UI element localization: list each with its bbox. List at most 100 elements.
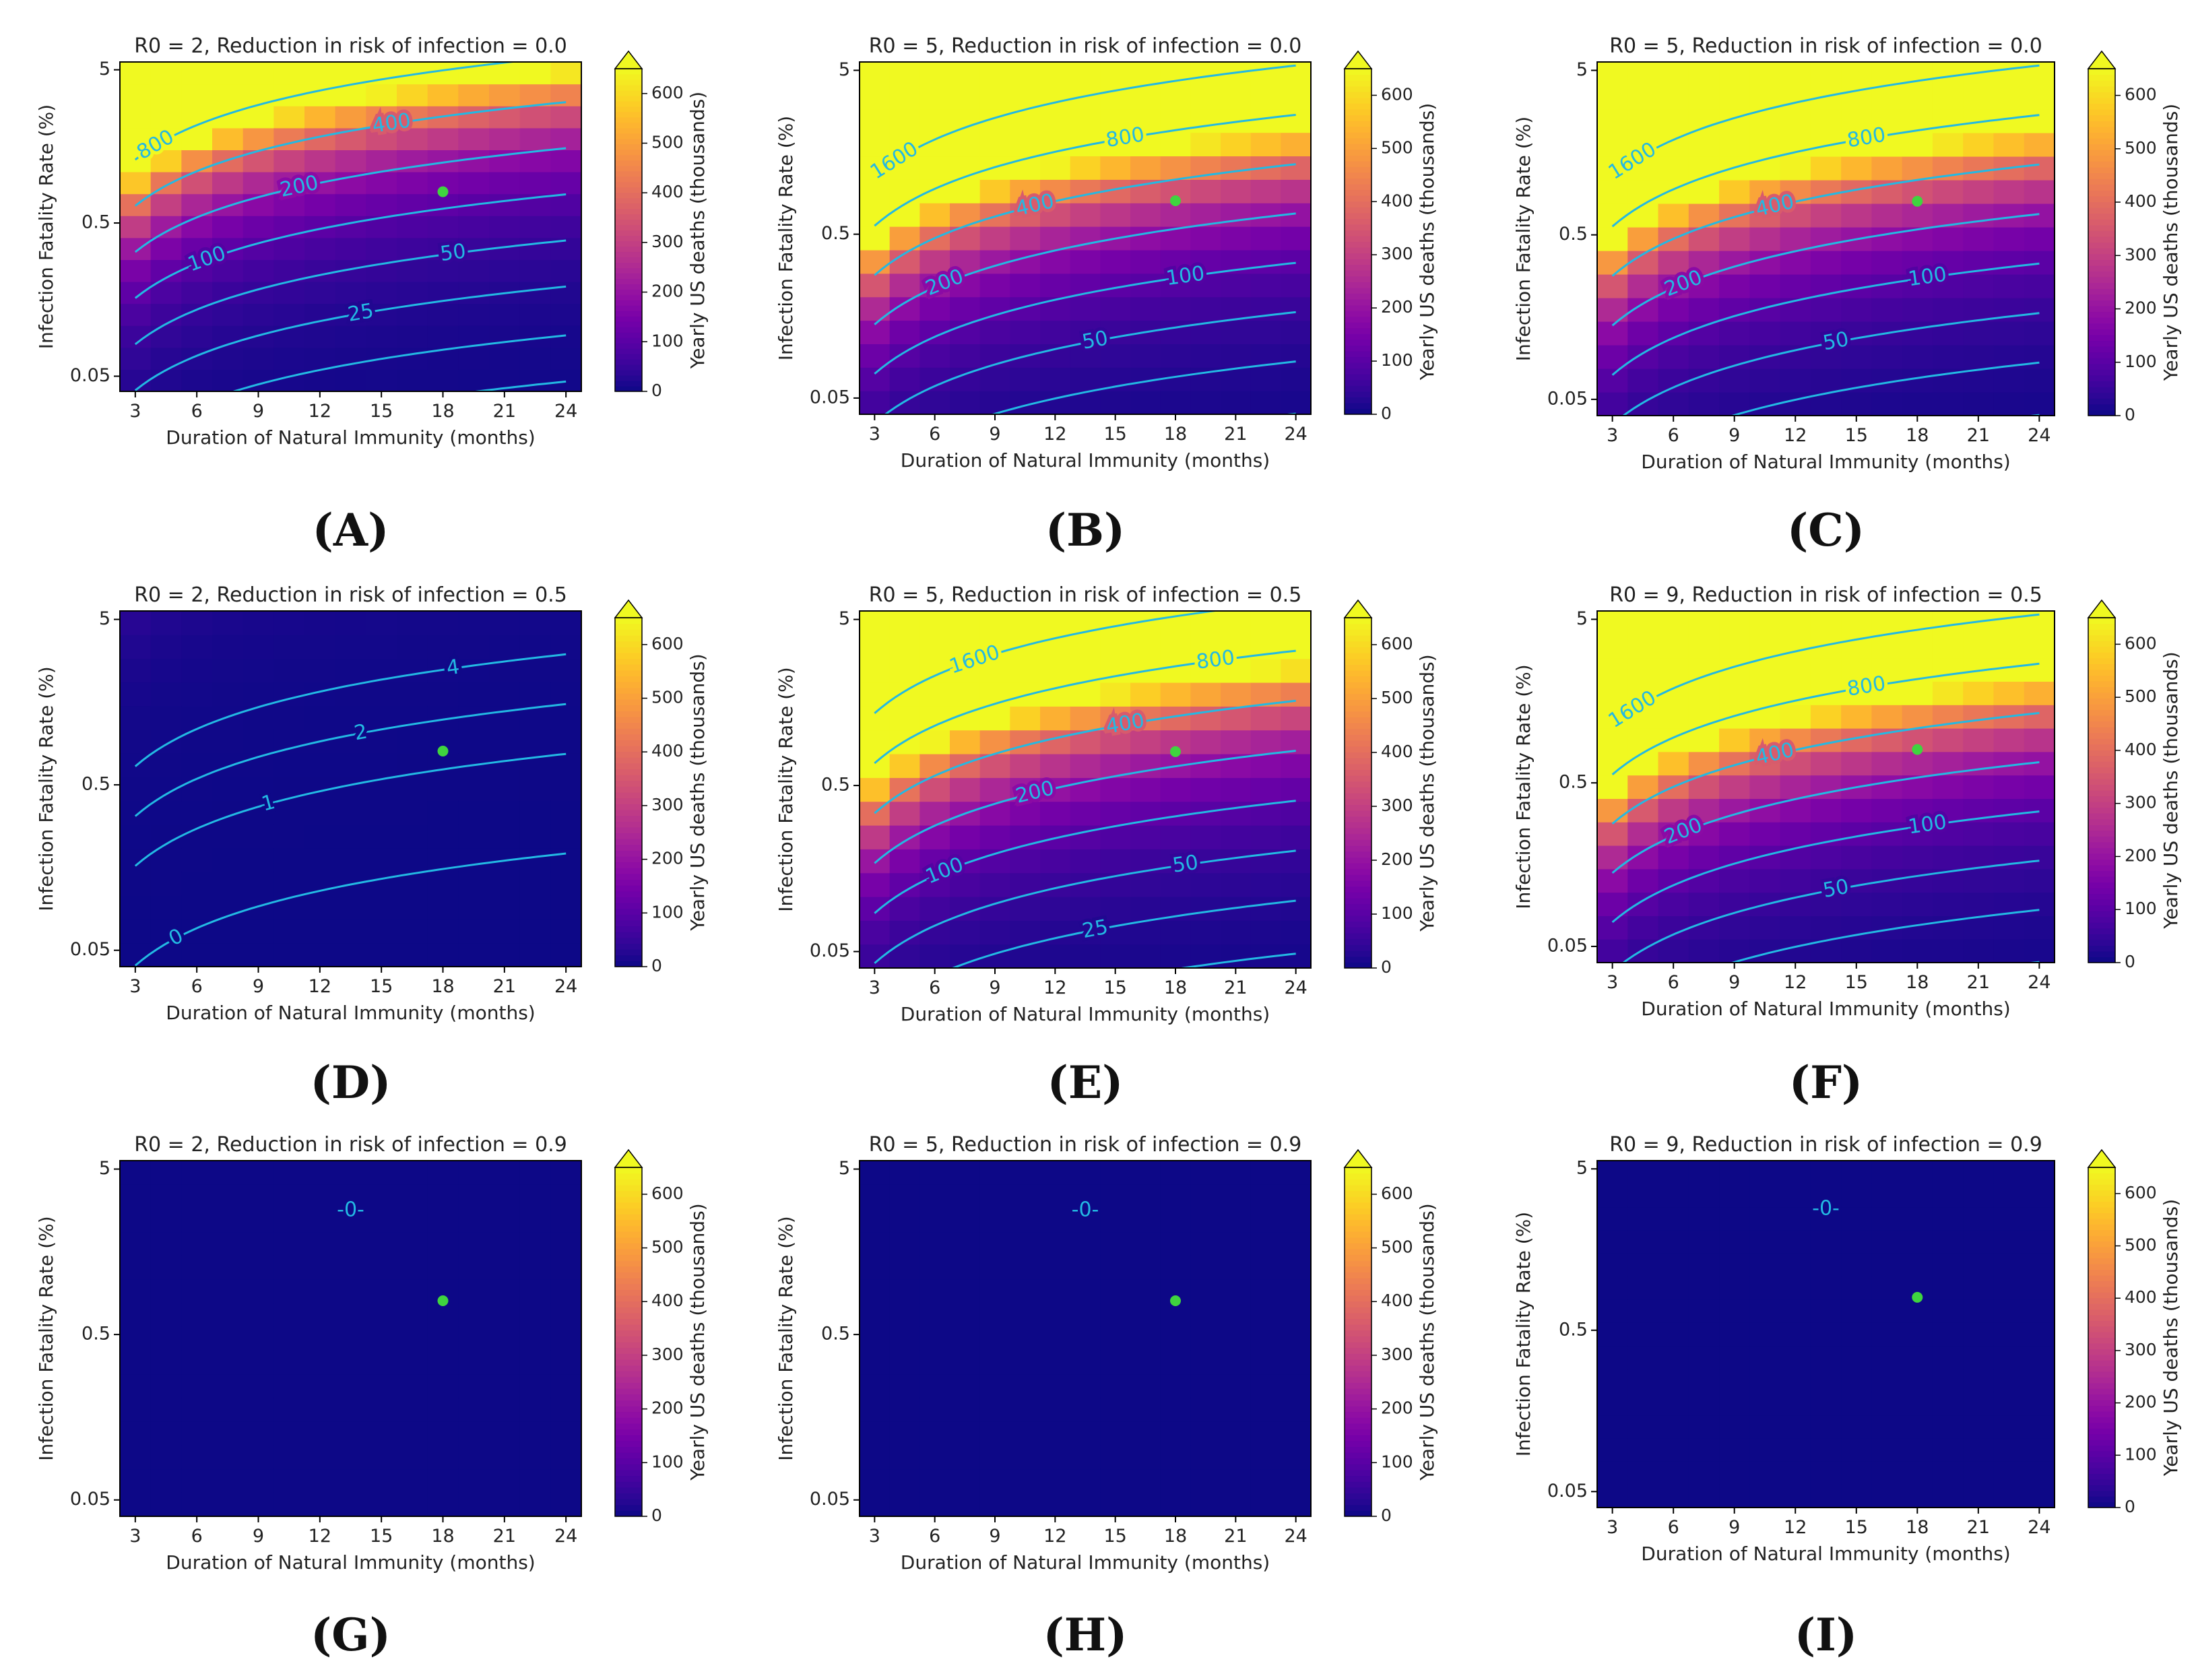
colorbar-band [615,949,642,956]
colorbar-band [615,623,642,630]
colorbar-band [2088,709,2115,716]
heatmap-cell [1871,1345,1903,1369]
heatmap-cell [1658,1230,1689,1254]
heatmap-cell [243,1208,274,1233]
heatmap-cell [1160,635,1191,659]
heatmap-cell [427,611,459,635]
colorbar-band [2088,143,2115,150]
heatmap-cell [212,282,244,304]
contour-line-25 [1729,909,2040,963]
colorbar-band [1345,693,1371,700]
heatmap-cell [1780,321,1811,346]
heatmap-cell [1010,203,1041,227]
heatmap-cell [304,1303,336,1327]
heatmap-cell [919,1303,950,1327]
heatmap-cell [979,367,1010,391]
heatmap-cell [550,919,581,944]
heatmap-cell [243,1231,274,1256]
heatmap-cell [273,1255,305,1280]
heatmap-cell [273,1421,305,1446]
heatmap-cell [366,84,397,106]
colorbar-tick-label: 200 [2125,1392,2157,1412]
heatmap-cell [889,1326,920,1351]
heatmap-cell [2024,392,2055,416]
heatmap-cell [1597,62,1628,86]
heatmap-cell [1841,1392,1872,1416]
heatmap-cell [1281,730,1311,754]
heatmap-cell [550,1184,581,1208]
colorbar-band [1345,1231,1371,1238]
heatmap-cell [1100,1255,1131,1280]
colorbar-band [615,1411,642,1418]
heatmap-cell [397,1303,428,1327]
heatmap-cell [1627,868,1659,893]
colorbar-band [1345,1353,1371,1360]
heatmap-cell [1963,1415,1995,1439]
colorbar-tick-label: 600 [2125,1183,2157,1202]
heatmap-cell [1688,1206,1720,1231]
colorbar-band [1345,781,1371,787]
colorbar-band [1345,1202,1371,1209]
heatmap-cell [1841,657,1872,682]
heatmap-cell [919,62,950,86]
colorbar-band [2088,92,2115,98]
heatmap-cell [181,282,213,304]
heatmap-cell [1932,1345,1964,1369]
heatmap-cell [1160,1161,1191,1185]
colorbar-tick-label: 500 [1381,1237,1413,1257]
heatmap-cell [397,611,428,635]
heatmap-cell [1160,801,1191,826]
colorbar-band [1345,734,1371,741]
heatmap-cell [1963,634,1995,659]
heatmap-cell [181,1421,213,1446]
colorbar-band [2088,1337,2115,1344]
heatmap-cell [366,1374,397,1398]
contour-line-100 [874,800,1296,914]
colorbar-band [615,348,642,354]
heatmap-cell [1190,1161,1221,1185]
colorbar-band [2088,905,2115,911]
heatmap-cell [120,150,152,172]
heatmap-cell [304,325,336,348]
heatmap-cell [2024,1484,2055,1508]
y-tick-label: 0.05 [1547,1481,1588,1501]
heatmap-cell [1841,611,1872,635]
heatmap-cell [120,62,152,85]
heatmap-cell [120,237,152,260]
heatmap-cell [1749,1276,1781,1300]
contour-line-200 [1611,213,2040,327]
heatmap-cell [243,1398,274,1422]
colorbar-extend-arrow [614,50,643,69]
heatmap-cell [1100,391,1131,414]
colorbar-tick-label: 100 [651,902,684,922]
heatmap-cell [212,1421,244,1446]
colorbar-band [1345,1318,1371,1325]
heatmap-cell [1281,1350,1311,1375]
heatmap-cell [212,1279,244,1303]
colorbar-band [1345,333,1371,340]
heatmap-cell [458,303,490,326]
heatmap-cell [1963,133,1995,157]
heatmap-cell [1010,754,1041,778]
y-tick-label: 5 [839,1158,850,1179]
heatmap-cell [1040,1255,1071,1280]
colorbar-band [615,1435,642,1442]
heatmap-cell [489,84,521,106]
heatmap-cell [2024,1369,2055,1392]
heatmap-cell [1932,939,1964,963]
heatmap-cell [1658,1461,1689,1485]
x-tick-label: 18 [1164,424,1187,445]
panel-title: R0 = 9, Reduction in risk of infection =… [1609,583,2042,607]
colorbar-band [1345,1487,1371,1494]
colorbar-band [1345,1173,1371,1180]
y-axis-label: Infection Fatality Rate (%) [775,667,797,911]
heatmap-cell [1810,1484,1842,1508]
contour-line-1 [134,752,567,867]
heatmap-cell [1749,1392,1781,1416]
heatmap-cell [950,1208,981,1233]
heatmap-cell [1130,682,1161,707]
heatmap-cell [1688,1415,1720,1439]
heatmap-cell [1719,1461,1750,1485]
